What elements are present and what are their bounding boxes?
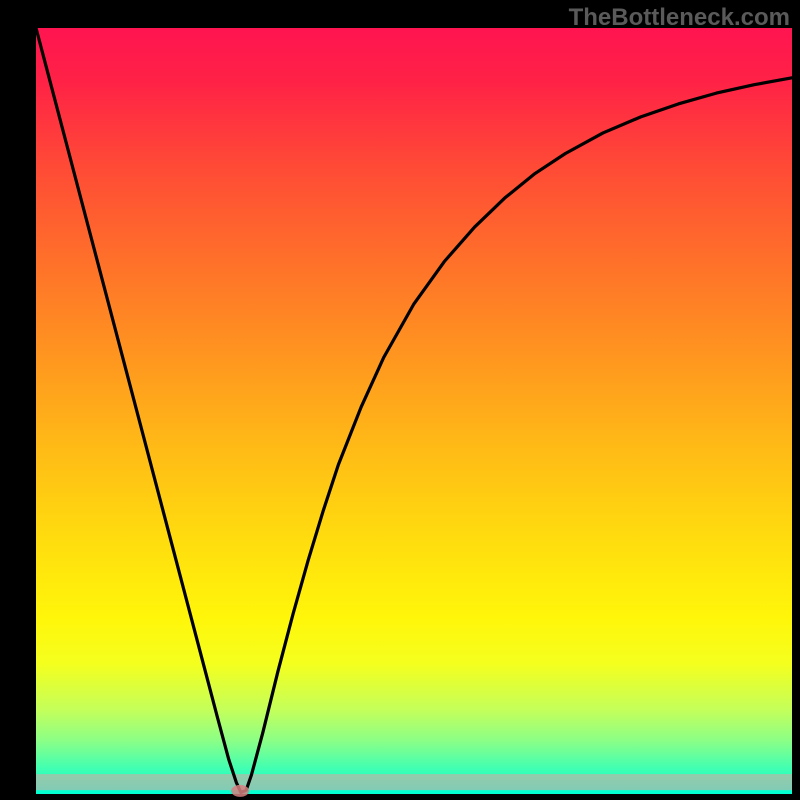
- bottom-pink-band: [36, 774, 792, 790]
- optimum-marker: [231, 785, 249, 797]
- watermark-text: TheBottleneck.com: [569, 4, 790, 32]
- gradient-background: [36, 28, 792, 794]
- canvas: TheBottleneck.com: [0, 0, 800, 800]
- bottleneck-chart: [0, 0, 800, 800]
